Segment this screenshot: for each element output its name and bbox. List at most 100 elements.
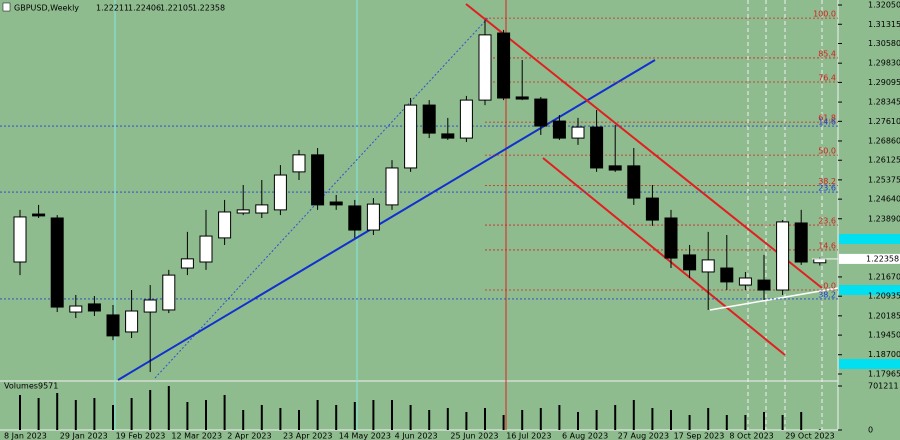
candle-body	[459, 99, 473, 139]
candle-body	[645, 197, 659, 221]
candle-body	[366, 203, 380, 231]
candle-body	[534, 98, 548, 127]
y-tick-label: 1.30580	[868, 39, 900, 48]
candle-body	[69, 305, 83, 313]
candle-body	[273, 174, 287, 211]
candle-body	[478, 34, 492, 101]
candle-body	[404, 104, 418, 169]
candle-body	[571, 126, 585, 139]
fib-label: 0.0	[823, 282, 836, 291]
candle-body	[32, 213, 46, 217]
x-tick-label: 2 Apr 2023	[227, 432, 271, 440]
trend-line	[117, 59, 656, 381]
ohlc-low: 1.22105	[160, 4, 193, 13]
candle-body	[590, 126, 604, 169]
x-tick-label: 6 Aug 2023	[562, 432, 608, 440]
candle-body	[422, 104, 436, 134]
x-tick-label: 29 Jan 2023	[60, 432, 108, 440]
x-tick-label: 4 Jun 2023	[395, 432, 438, 440]
candle-body	[143, 299, 157, 313]
x-tick-label: 12 Mar 2023	[171, 432, 222, 440]
x-tick-label: 17 Sep 2023	[674, 432, 725, 440]
candle-body	[515, 96, 529, 100]
x-tick-label: 8 Oct 2023	[729, 432, 773, 440]
candle-body	[497, 32, 511, 99]
candle-body	[199, 235, 213, 263]
y-tick-label: 1.26860	[868, 136, 900, 145]
volume-tick-label: 0	[868, 426, 873, 435]
candle-body	[236, 209, 250, 214]
chart-title: GBPUSD,Weekly	[14, 4, 79, 13]
fib-label: 38.2	[818, 177, 836, 186]
y-tick-label: 1.31315	[868, 20, 900, 29]
y-tick-label: 1.26125	[868, 156, 900, 165]
candle-body	[50, 217, 64, 308]
y-tick-label: 1.28345	[868, 98, 900, 107]
candle-body	[627, 165, 641, 199]
last-price-label: 1.22358	[866, 254, 899, 263]
candle-body	[757, 279, 771, 291]
x-tick-label: 14 May 2023	[339, 432, 391, 440]
y-tick-label: 1.24640	[868, 195, 900, 204]
y-tick-label: 1.29095	[868, 78, 900, 87]
x-tick-label: 27 Aug 2023	[618, 432, 669, 440]
candle-body	[13, 216, 27, 263]
x-tick-label: 8 Jan 2023	[4, 432, 47, 440]
level-box	[839, 359, 900, 369]
candle-body	[125, 310, 139, 333]
channel-line	[542, 157, 786, 356]
y-tick-label: 1.25375	[868, 175, 900, 184]
fib-label: 100.0	[813, 10, 836, 19]
candle-body	[218, 211, 232, 239]
ohlc-high: 1.22406	[128, 4, 161, 13]
y-tick-label: 1.20935	[868, 292, 900, 301]
candle-body	[664, 217, 678, 259]
candle-body	[385, 167, 399, 206]
candle-body	[776, 221, 790, 291]
candle-body	[683, 254, 697, 271]
level-box	[839, 285, 900, 295]
channel-line	[465, 3, 823, 289]
fib-label: 76.4	[818, 74, 836, 83]
fib-label: 23.6	[818, 184, 836, 193]
x-tick-label: 25 Jun 2023	[450, 432, 498, 440]
last-price-box	[839, 253, 900, 264]
volume-tick-label: 701211	[868, 382, 899, 391]
y-tick-label: 1.21670	[868, 272, 900, 281]
x-tick-label: 19 Feb 2023	[116, 432, 166, 440]
level-box	[839, 234, 900, 244]
fib-label: 14.6	[818, 241, 836, 250]
candle-body	[329, 201, 343, 206]
y-tick-label: 1.27610	[868, 117, 900, 126]
candle-body	[87, 303, 101, 312]
candle-body	[348, 205, 362, 231]
candle-body	[813, 258, 827, 264]
fib-label: 38.2	[818, 290, 836, 299]
volume-current: 9571	[38, 382, 58, 391]
fib-label: 14.6	[818, 118, 836, 127]
fib-label: 50.0	[818, 147, 836, 156]
y-tick-label: 1.23890	[868, 214, 900, 223]
x-tick-label: 23 Apr 2023	[283, 432, 332, 440]
y-tick-label: 1.18700	[868, 350, 900, 359]
candle-body	[794, 222, 808, 263]
ohlc-open: 1.22211	[96, 4, 129, 13]
fib-label: 85.4	[818, 49, 836, 58]
candle-body	[552, 120, 566, 139]
candle-body	[162, 274, 176, 311]
candle-body	[441, 133, 455, 139]
symbol-icon	[2, 2, 11, 12]
y-tick-label: 1.29830	[868, 59, 900, 68]
candle-body	[738, 277, 752, 286]
candle-body	[701, 259, 715, 273]
fib-label: 23.6	[818, 217, 836, 226]
candle-body	[608, 165, 622, 171]
x-tick-label: 29 Oct 2023	[785, 432, 834, 440]
candle-body	[106, 314, 120, 337]
fib-label: 61.8	[818, 114, 836, 123]
ohlc-close: 1.22358	[192, 4, 225, 13]
